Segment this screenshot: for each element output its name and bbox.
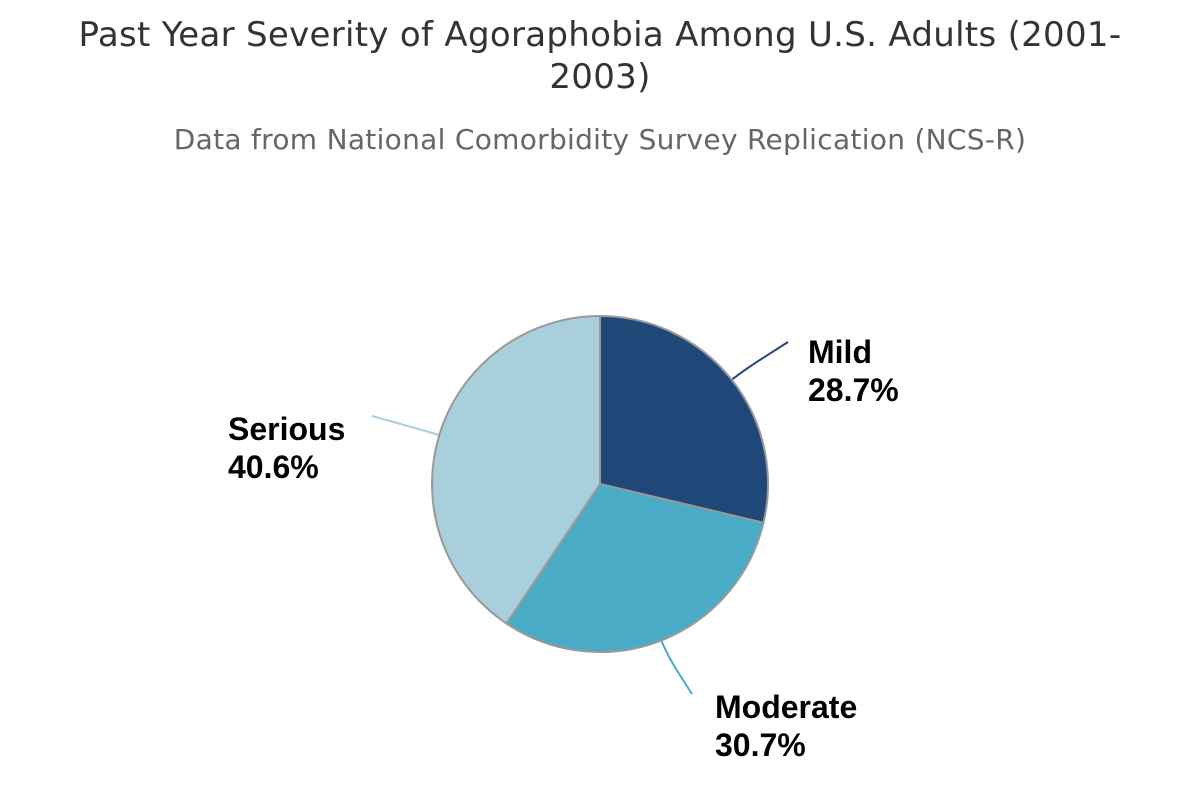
chart-title: Past Year Severity of Agoraphobia Among … [78, 15, 1122, 97]
pie-slice-mild[interactable] [599, 314, 769, 524]
slice-label-name-moderate: Moderate [715, 689, 857, 725]
slice-label-value-moderate: 30.7% [715, 727, 806, 763]
pie-slice-moderate[interactable] [505, 482, 765, 653]
pie-slices [431, 314, 769, 653]
connector-serious [371, 415, 440, 437]
pie-slice-serious[interactable] [431, 314, 601, 625]
slice-label-name-mild: Mild [808, 334, 872, 370]
slice-label-value-mild: 28.7% [808, 372, 899, 408]
connector-lines [371, 341, 789, 695]
slice-label-value-serious: 40.6% [228, 449, 319, 485]
slice-label-name-serious: Serious [228, 411, 345, 447]
connector-mild [731, 341, 789, 381]
connector-moderate [660, 640, 693, 695]
chart-subtitle: Data from National Comorbidity Survey Re… [173, 123, 1027, 156]
